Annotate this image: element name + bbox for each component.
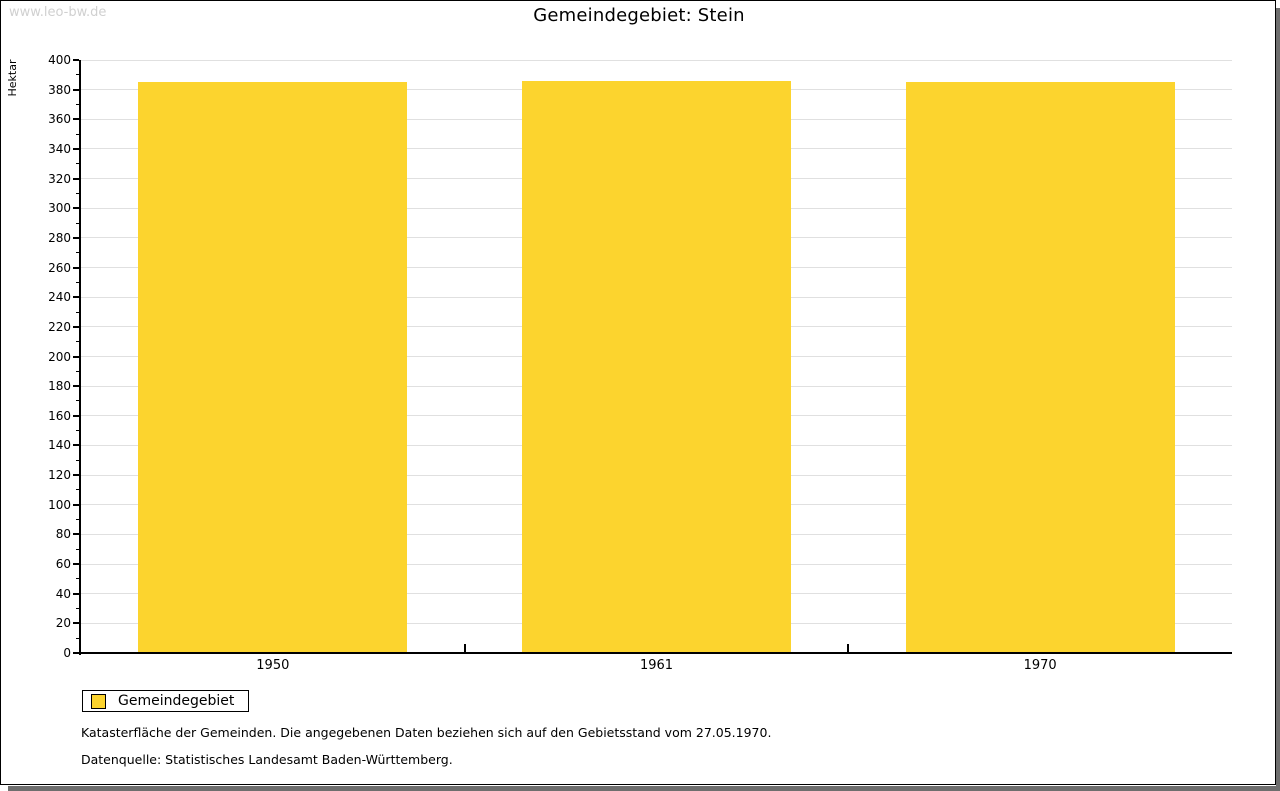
y-major-tick xyxy=(73,325,79,328)
y-minor-tick xyxy=(76,519,79,521)
x-axis-line xyxy=(79,652,1232,654)
y-tick-label: 220 xyxy=(48,319,71,334)
y-tick-label: 280 xyxy=(48,230,71,245)
y-major-tick xyxy=(73,622,79,625)
y-tick-label: 240 xyxy=(48,290,71,305)
y-minor-tick xyxy=(76,608,79,610)
y-major-tick xyxy=(73,266,79,269)
y-major-tick xyxy=(73,444,79,447)
y-tick-label: 360 xyxy=(48,112,71,127)
y-minor-tick xyxy=(76,192,79,194)
y-minor-tick xyxy=(76,341,79,343)
y-major-tick xyxy=(73,414,79,417)
y-minor-tick xyxy=(76,281,79,283)
y-major-tick xyxy=(73,236,79,239)
y-major-tick xyxy=(73,296,79,299)
y-major-tick xyxy=(73,563,79,566)
y-minor-tick xyxy=(76,222,79,224)
y-minor-tick xyxy=(76,370,79,372)
x-boundary-tick xyxy=(463,644,466,652)
y-major-tick xyxy=(73,592,79,595)
x-tick-label: 1950 xyxy=(256,658,290,673)
y-tick-label: 300 xyxy=(48,201,71,216)
frame-shadow-right xyxy=(1276,8,1280,791)
y-tick-label: 20 xyxy=(55,616,71,631)
y-minor-tick xyxy=(76,459,79,461)
frame-shadow-bottom xyxy=(8,786,1280,791)
y-minor-tick xyxy=(76,430,79,432)
y-axis-line xyxy=(79,60,81,655)
y-tick-label: 60 xyxy=(55,557,71,572)
x-boundary-tick xyxy=(847,644,850,652)
y-major-tick xyxy=(73,503,79,506)
y-major-tick xyxy=(73,533,79,536)
y-minor-tick xyxy=(76,163,79,165)
y-minor-tick xyxy=(76,311,79,313)
legend-box: Gemeindegebiet xyxy=(82,690,250,712)
y-major-tick xyxy=(73,474,79,477)
y-tick-label: 140 xyxy=(48,438,71,453)
y-tick-label: 120 xyxy=(48,468,71,483)
legend-color-swatch-icon xyxy=(91,693,106,709)
footnote-source-note: Katasterfläche der Gemeinden. Die angege… xyxy=(81,725,772,740)
y-major-tick xyxy=(73,88,79,91)
y-minor-tick xyxy=(76,548,79,550)
y-tick-label: 160 xyxy=(48,408,71,423)
y-tick-label: 260 xyxy=(48,260,71,275)
y-tick-label: 200 xyxy=(48,349,71,364)
y-major-tick xyxy=(73,652,79,654)
y-major-tick xyxy=(73,385,79,388)
y-tick-label: 100 xyxy=(48,497,71,512)
y-major-tick xyxy=(73,147,79,150)
y-major-tick xyxy=(73,59,79,61)
watermark: www.leo-bw.de xyxy=(9,5,107,20)
y-minor-tick xyxy=(76,489,79,491)
y-major-tick xyxy=(73,355,79,358)
y-minor-tick xyxy=(76,74,79,76)
y-minor-tick xyxy=(76,578,79,580)
y-minor-tick xyxy=(76,400,79,402)
y-major-tick xyxy=(73,177,79,180)
y-tick-label: 400 xyxy=(48,53,71,67)
bar-1950 xyxy=(138,82,408,653)
y-major-tick xyxy=(73,118,79,121)
bar-1970 xyxy=(905,82,1175,653)
x-tick-label: 1961 xyxy=(639,658,674,673)
y-tick-label: 320 xyxy=(48,171,71,186)
chart-title: Gemeindegebiet: Stein xyxy=(533,5,745,26)
legend-label: Gemeindegebiet xyxy=(118,693,235,709)
y-minor-tick xyxy=(76,133,79,135)
y-tick-label: 380 xyxy=(48,82,71,97)
footnote-data-source: Datenquelle: Statistisches Landesamt Bad… xyxy=(81,752,453,767)
y-tick-label: 80 xyxy=(55,527,71,542)
gridline xyxy=(81,59,1232,61)
bar-1961 xyxy=(522,80,791,653)
x-tick-label: 1970 xyxy=(1023,658,1057,673)
y-major-tick xyxy=(73,207,79,210)
y-tick-label: 340 xyxy=(48,141,71,156)
y-minor-tick xyxy=(76,252,79,254)
y-minor-tick xyxy=(76,637,79,639)
y-tick-label: 0 xyxy=(63,646,71,660)
y-tick-label: 40 xyxy=(55,586,71,601)
y-tick-label: 180 xyxy=(48,379,71,394)
y-minor-tick xyxy=(76,103,79,105)
